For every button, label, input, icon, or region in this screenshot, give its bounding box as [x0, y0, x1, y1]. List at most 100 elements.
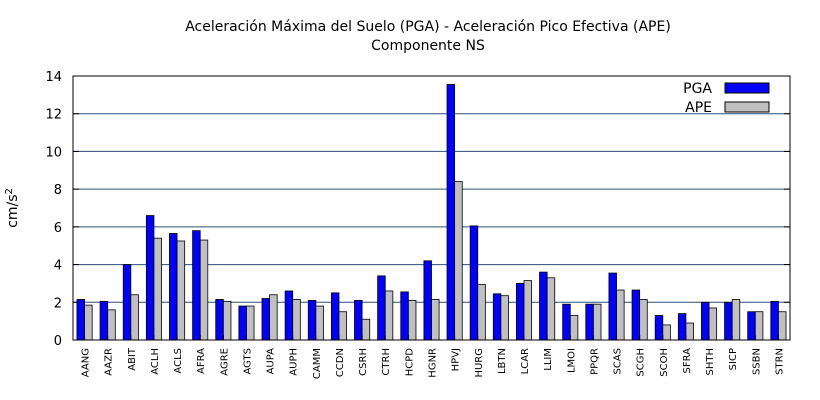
bar-ape [431, 299, 440, 341]
bar-pga [562, 303, 571, 341]
x-tick-label: CTRH [381, 348, 392, 376]
x-tick-label: AGTS [242, 348, 253, 375]
x-tick-label: LLIM [543, 348, 554, 371]
x-tick-label: ABIT [127, 347, 138, 371]
x-tick-label: AANG [81, 348, 92, 377]
bar-ape [384, 290, 394, 341]
bar-pga [307, 299, 317, 341]
bar-ape [130, 294, 139, 341]
x-tick-label: AUPH [289, 348, 300, 376]
legend: PGA APE [683, 81, 770, 116]
y-tick-label: 4 [54, 259, 62, 274]
x-tick-label: SSBN [751, 348, 762, 375]
bar-pga [423, 260, 432, 341]
bar-pga [654, 315, 664, 341]
y-tick-label: 2 [54, 296, 62, 311]
x-tick-label: PPQR [589, 348, 600, 375]
bar-ape [153, 237, 162, 341]
bar-ape [778, 311, 787, 341]
x-tick-label: SHTH [705, 348, 716, 376]
x-tick-label: CCDN [335, 348, 346, 377]
bar-pga [145, 215, 155, 341]
bar-pga [446, 84, 456, 341]
legend-swatch-pga [724, 82, 770, 94]
bar-ape [176, 240, 186, 341]
bar-pga [492, 293, 502, 341]
bar-ape [523, 280, 533, 341]
x-tick-label: HURG [474, 348, 485, 378]
bar-pga [330, 292, 340, 341]
axes [72, 75, 791, 341]
legend-swatch-ape [724, 101, 770, 113]
y-tick-label: 14 [45, 70, 62, 85]
x-tick-labels: AANG AAZR ABIT ACLH ACLS AFRA AGRE AGTS AUPA AUPH… [81, 347, 786, 379]
x-tick-label: LMOI [566, 348, 577, 373]
bar-ape [616, 289, 625, 341]
y-axis-label-superscript: 2 [4, 188, 15, 194]
bar-pga [539, 271, 548, 341]
bar-pga [516, 283, 525, 341]
bar-pga [724, 301, 733, 341]
x-tick-label: ACLH [150, 348, 161, 375]
bar-ape [569, 315, 579, 341]
bar-ape [639, 299, 648, 341]
bar-ape [593, 303, 602, 341]
y-axis-label: cm/s2 [4, 188, 21, 228]
y-tick-label: 8 [54, 183, 62, 198]
bar-ape [754, 311, 764, 341]
x-tick-label: AUPA [266, 348, 277, 375]
x-tick-label: SFRA [682, 348, 693, 374]
bar-ape [454, 181, 463, 341]
bar-pga [354, 299, 363, 341]
bar-ape [246, 305, 255, 341]
bar-pga [400, 291, 409, 341]
bar-ape [222, 300, 232, 341]
bar-pga [631, 289, 641, 341]
bar-ape [199, 239, 209, 341]
bar-ape [731, 299, 741, 341]
bars [76, 84, 787, 341]
x-tick-label: LCAR [520, 348, 531, 374]
x-tick-label: SCAS [613, 348, 624, 375]
x-tick-label: AFRA [196, 348, 207, 374]
x-tick-label: CAMM [312, 348, 323, 379]
bar-ape [361, 318, 371, 341]
x-tick-label: SCOH [659, 348, 670, 377]
chart-title-line-2: Componente NS [371, 38, 485, 54]
x-tick-label: STRN [774, 348, 785, 375]
bar-ape [84, 304, 93, 341]
x-tick-label: AGRE [219, 348, 230, 376]
bar-ape [477, 283, 486, 341]
x-tick-label: LBTN [497, 348, 508, 374]
x-tick-label: ACLS [173, 348, 184, 374]
y-tick-label: 12 [45, 108, 62, 123]
bar-ape [315, 305, 324, 341]
x-tick-label: HPVJ [451, 348, 462, 371]
chart-title-line-1: Aceleración Máxima del Suelo (PGA) - Ace… [185, 19, 671, 35]
bar-ape [292, 299, 301, 341]
bar-ape [708, 307, 718, 341]
bar-pga [261, 298, 270, 341]
bar-ape [546, 277, 556, 341]
bar-ape [107, 309, 116, 341]
y-tick-label: 6 [54, 221, 62, 236]
bar-pga [76, 299, 85, 341]
bar-pga [99, 300, 109, 341]
x-tick-label: CSRH [358, 348, 369, 376]
bar-pga [469, 225, 479, 341]
bar-ape [269, 294, 278, 341]
bar-pga [585, 303, 594, 341]
bar-ape [500, 295, 509, 341]
x-tick-label: AAZR [104, 348, 115, 376]
bar-pga [192, 230, 201, 341]
x-tick-label: HGNR [428, 348, 439, 378]
bar-ape [338, 311, 347, 341]
bar-ape [662, 324, 671, 341]
bar-pga [608, 272, 617, 341]
bar-pga [169, 233, 178, 341]
legend-label-ape: APE [685, 100, 712, 116]
y-tick-label: 10 [45, 145, 62, 160]
bar-ape [407, 299, 417, 341]
y-axis-label-base: cm/s [5, 195, 21, 228]
